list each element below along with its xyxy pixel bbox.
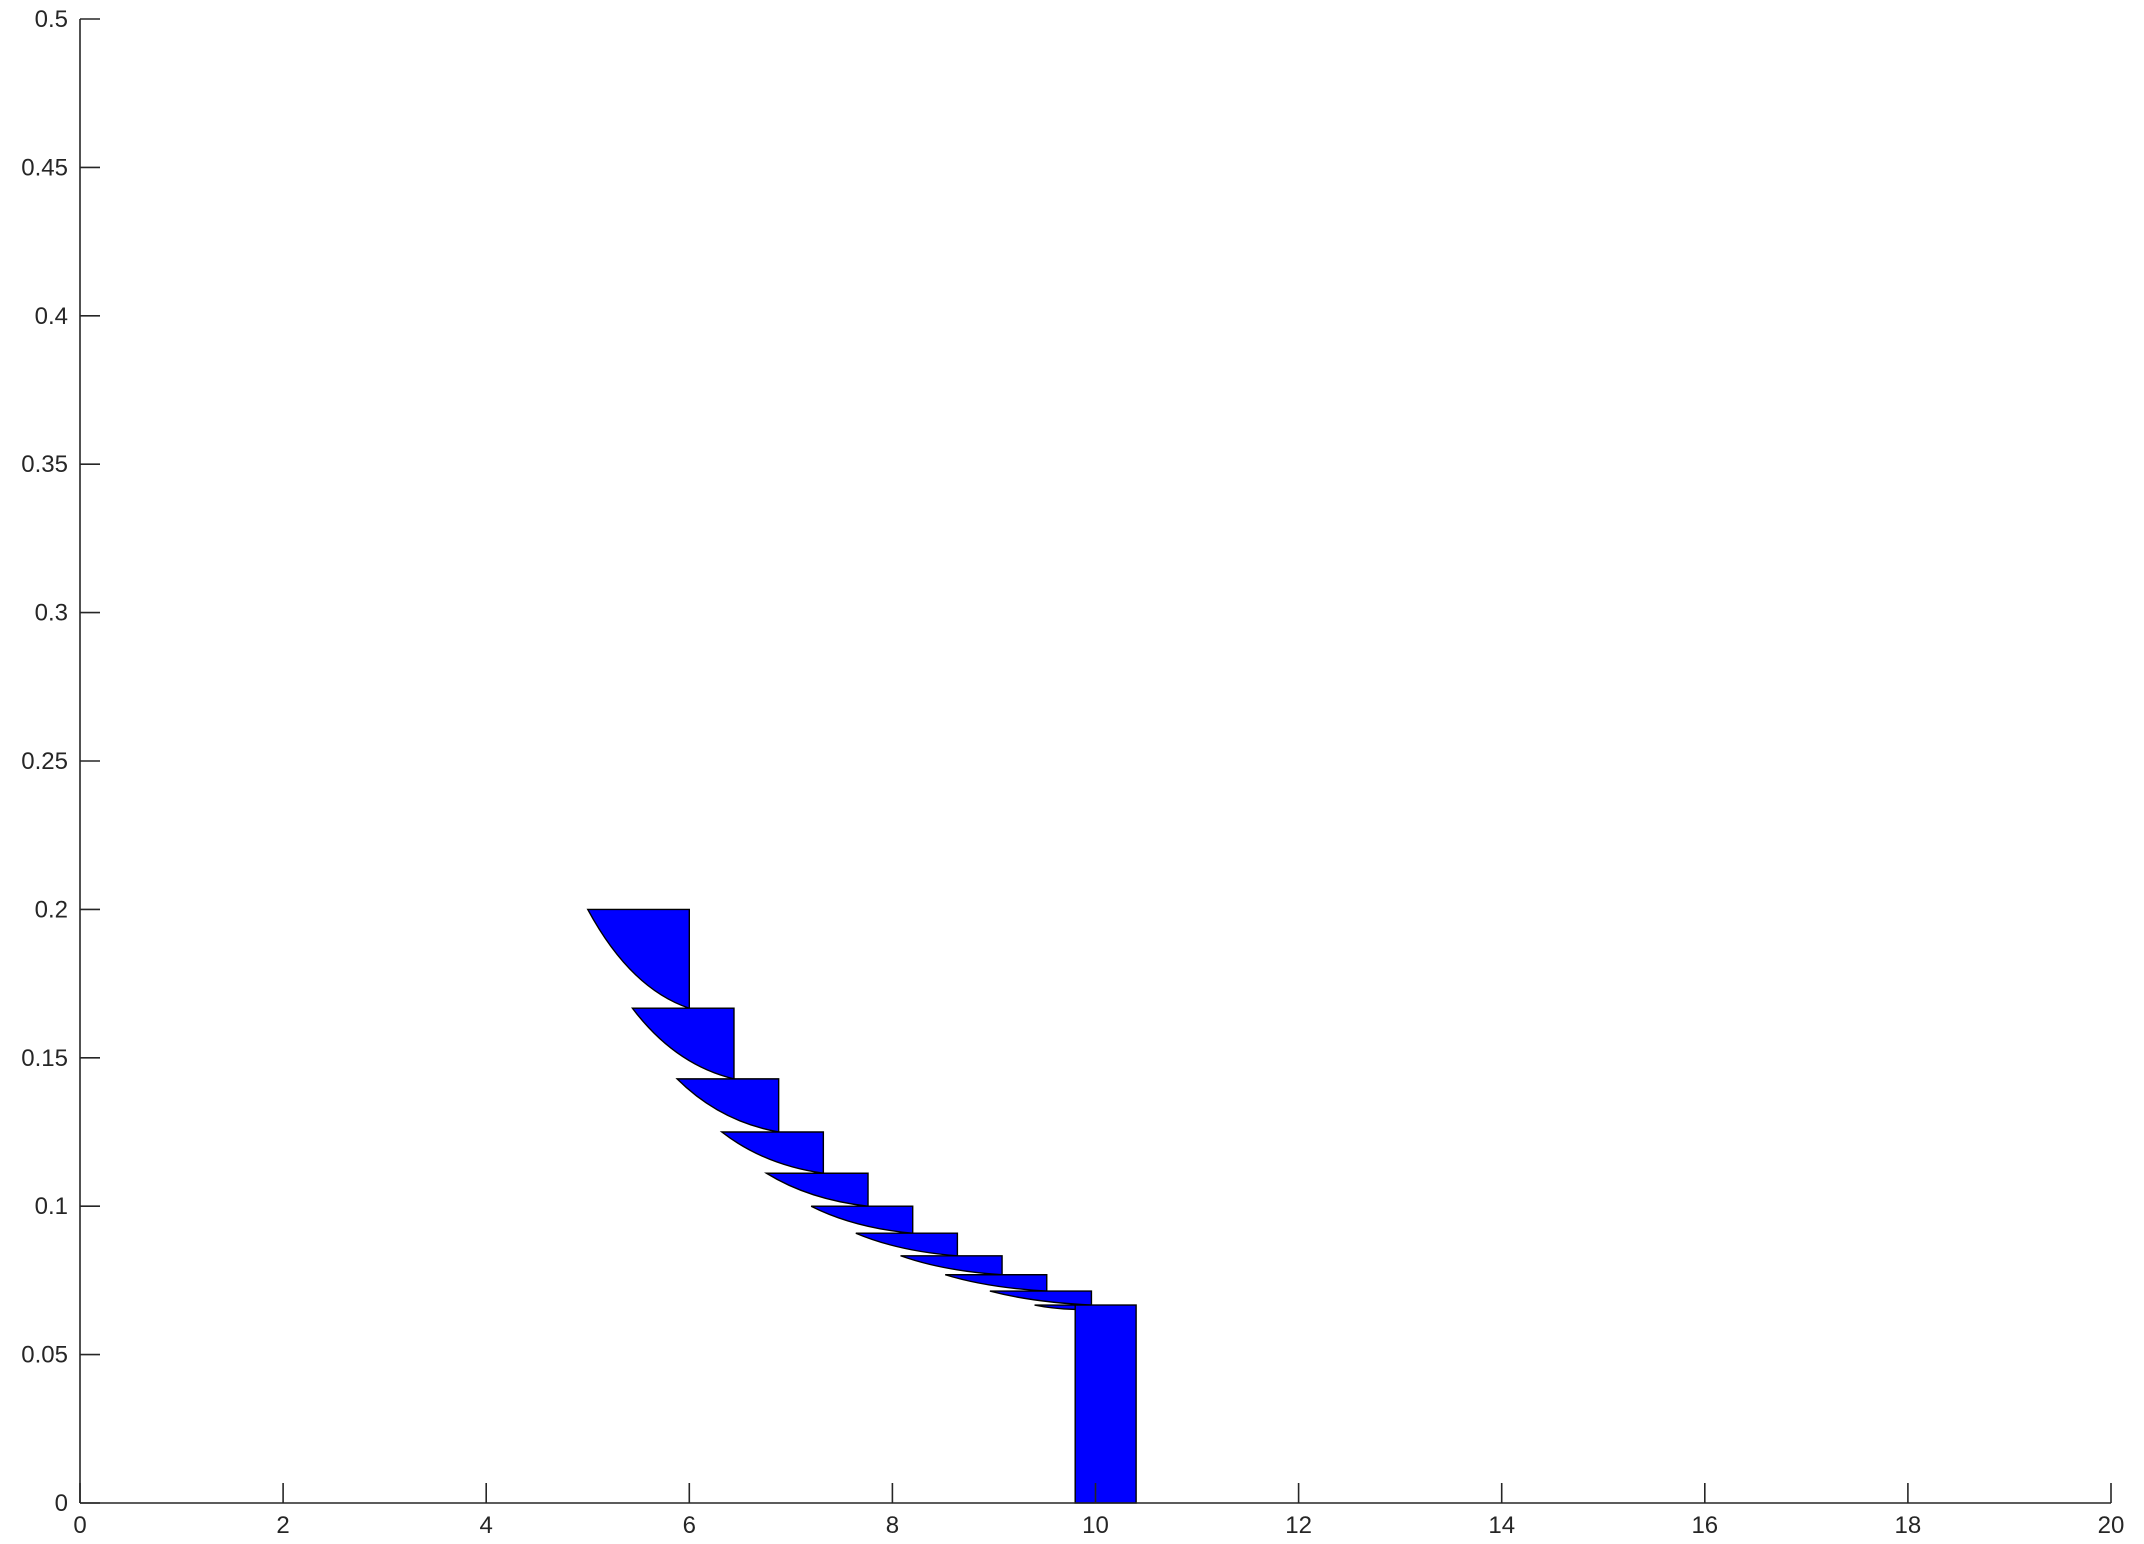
wedge-1 — [586, 908, 690, 1010]
x-tick-label: 0 — [73, 1512, 86, 1539]
x-ticks: 0 2 4 6 8 10 12 14 16 18 20 — [73, 1483, 2124, 1539]
x-tick-label: 10 — [1082, 1512, 1109, 1539]
wedge-10 — [989, 1290, 1093, 1306]
y-ticks: 0 0.05 0.1 0.15 0.2 0.25 0.3 0.35 0.4 0.45 0.5 — [21, 6, 100, 1517]
x-tick-label: 18 — [1895, 1512, 1922, 1539]
y-tick-label: 0.4 — [35, 303, 68, 330]
y-axis: 0 0.05 0.1 0.15 0.2 0.25 0.3 0.35 0.4 0.45 0.5 — [21, 6, 100, 1517]
y-tick-label: 0.05 — [21, 1342, 68, 1369]
wedge-11 — [1034, 1304, 1076, 1311]
wedge-5 — [764, 1172, 869, 1207]
y-tick-label: 0 — [55, 1490, 68, 1517]
wedge-9 — [945, 1274, 1048, 1292]
wedge-8 — [900, 1255, 1003, 1276]
y-tick-label: 0.35 — [21, 451, 68, 478]
y-tick-label: 0.1 — [35, 1193, 68, 1220]
x-tick-label: 6 — [683, 1512, 696, 1539]
y-tick-label: 0.2 — [35, 896, 68, 923]
wedge-6 — [810, 1205, 914, 1234]
wedge-2 — [631, 1007, 735, 1080]
y-tick-label: 0.25 — [21, 748, 68, 775]
x-tick-label: 14 — [1488, 1512, 1515, 1539]
y-tick-label: 0.15 — [21, 1045, 68, 1072]
x-tick-label: 8 — [886, 1512, 899, 1539]
x-tick-label: 12 — [1285, 1512, 1312, 1539]
x-tick-label: 20 — [2098, 1512, 2125, 1539]
wedge-7 — [855, 1232, 959, 1257]
wedge-series — [586, 908, 1093, 1311]
x-axis: 0 2 4 6 8 10 12 14 16 18 20 — [73, 1483, 2124, 1539]
x-tick-label: 16 — [1691, 1512, 1718, 1539]
wedge-3 — [675, 1078, 780, 1133]
y-tick-label: 0.45 — [21, 154, 68, 181]
y-tick-label: 0.5 — [35, 6, 68, 33]
wedge-4 — [719, 1131, 825, 1175]
bar-series — [1074, 1304, 1137, 1504]
x-tick-label: 2 — [276, 1512, 289, 1539]
x-tick-label: 4 — [480, 1512, 493, 1539]
plot-area — [586, 908, 1137, 1504]
y-tick-label: 0.3 — [35, 600, 68, 627]
bar-1 — [1074, 1304, 1137, 1504]
